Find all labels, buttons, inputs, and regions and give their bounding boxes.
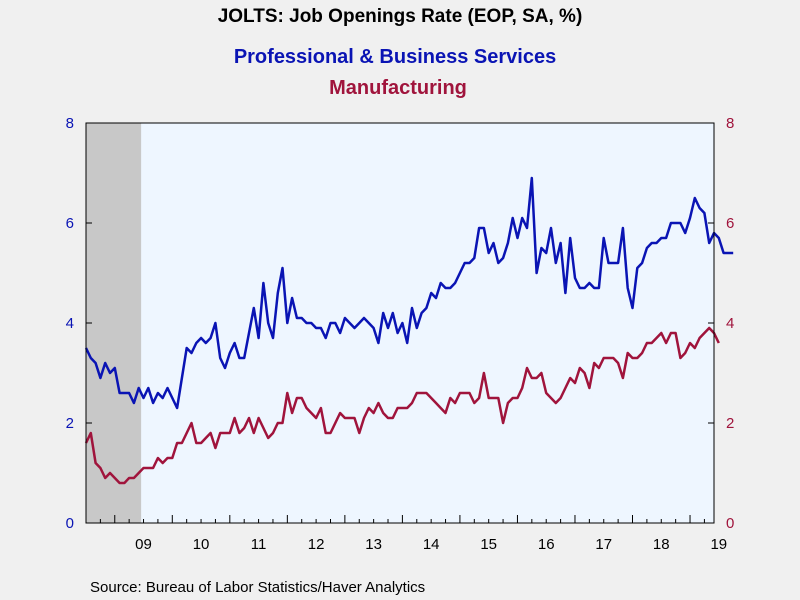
series-layer [84,176,734,485]
y-tick-label-left: 2 [66,415,74,432]
axis-layer: 0 0 2 2 4 4 6 6 8 8 09 10 11 12 13 14 15 16 17 18 19 [66,115,735,553]
y-tick-label-left: 4 [66,315,74,332]
x-tick-label: 13 [365,536,382,553]
x-tick-label: 12 [308,536,325,553]
x-tick-label: 14 [423,536,440,553]
series-line-0 [84,176,734,410]
x-tick-label: 15 [480,536,497,553]
y-tick-label-left: 0 [66,515,74,532]
y-tick-label-right: 6 [726,215,734,232]
source-note: Source: Bureau of Labor Statistics/Haver… [90,579,425,596]
x-tick-label: 17 [595,536,612,553]
y-tick-label-right: 4 [726,315,734,332]
series-line-1 [84,326,720,485]
y-tick-label-right: 0 [726,515,734,532]
legend-label-professional-business-services: Professional & Business Services [234,46,556,68]
x-tick-label: 16 [538,536,555,553]
recession-shading [86,123,142,523]
x-tick-label: 18 [653,536,670,553]
y-tick-label-right: 2 [726,415,734,432]
y-tick-label-right: 8 [726,115,734,132]
x-tick-label: 09 [135,536,152,553]
series-1 [84,326,720,485]
x-tick-label: 10 [193,536,210,553]
y-tick-label-left: 8 [66,115,74,132]
y-tick-label-left: 6 [66,215,74,232]
plot-area [86,123,714,523]
x-tick-label: 19 [710,536,727,553]
legend-label-manufacturing: Manufacturing [329,77,467,99]
series-0 [84,176,734,410]
chart-title: JOLTS: Job Openings Rate (EOP, SA, %) [218,6,583,27]
x-tick-label: 11 [251,536,267,553]
